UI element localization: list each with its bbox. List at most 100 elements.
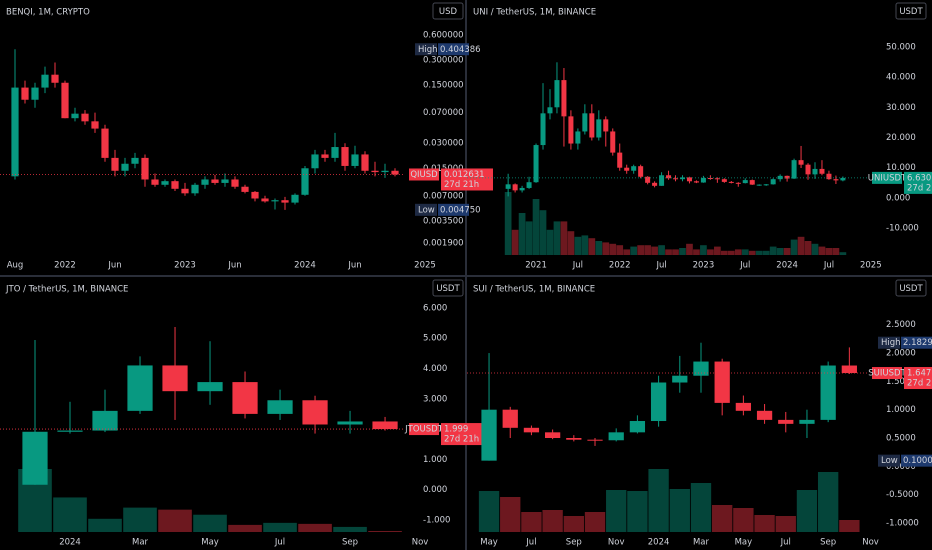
extreme-text: Low: [881, 456, 898, 466]
extreme-price-label: 0.404386: [440, 45, 481, 55]
candle-body: [673, 178, 679, 180]
volume-bar: [584, 512, 606, 532]
volume-bar: [123, 507, 157, 532]
x-tick-label: Nov: [862, 538, 879, 548]
volume-bar: [298, 523, 332, 532]
candle-body: [735, 402, 752, 411]
y-tick-label: 50.000: [886, 42, 916, 52]
volume-bar: [712, 505, 733, 532]
currency-label[interactable]: USD: [439, 7, 458, 17]
candle-body: [645, 176, 651, 183]
volume-bar: [818, 246, 826, 255]
candle-body: [71, 113, 79, 119]
x-tick-label: Nov: [412, 538, 429, 548]
candle-body: [707, 177, 713, 179]
currency-button[interactable]: [432, 279, 464, 297]
last-price-tag: [441, 423, 493, 446]
y-tick-label: 1.0000: [886, 405, 916, 415]
candle-body: [61, 82, 69, 119]
volume-bar: [368, 530, 402, 532]
candle-body: [191, 184, 199, 194]
candle-body: [301, 168, 309, 195]
candle-body: [791, 160, 797, 179]
candle-body: [778, 419, 794, 424]
candle-body: [131, 157, 139, 164]
x-tick-label: Jun: [227, 261, 241, 271]
candle-body: [693, 361, 709, 376]
currency-label[interactable]: USDT: [436, 284, 460, 294]
y-tick-label: 4.000: [423, 364, 447, 374]
x-tick-label: Aug: [7, 261, 24, 271]
extreme-text: Low: [418, 205, 435, 215]
x-tick-label: 2025: [414, 261, 436, 271]
volume-bar: [679, 248, 686, 255]
candle-body: [261, 198, 269, 202]
volume-bar: [595, 241, 603, 255]
candle-body: [603, 119, 609, 132]
y-tick-label: 0.003500: [423, 216, 464, 226]
candle-body: [331, 147, 339, 158]
volume-bar: [228, 524, 262, 532]
y-tick-label: 2.0000: [886, 349, 916, 359]
currency-button[interactable]: [895, 2, 927, 20]
candle-body: [141, 157, 149, 180]
candle-body: [341, 147, 349, 166]
chart-pane: JTO / TetherUS, 1M, BINANCE USDT 6.000 5.00…: [0, 279, 493, 548]
volume-bar: [775, 516, 796, 532]
volume-bar: [690, 483, 712, 532]
volume-bar: [616, 245, 624, 255]
y-tick-label: 0.007000: [423, 191, 464, 201]
countdown-label: 27d 21h: [907, 379, 932, 389]
x-tick-label: Jul: [525, 538, 536, 548]
candle-body: [91, 121, 99, 129]
y-tick-label: 0.000: [886, 193, 910, 203]
last-price-label: 6.630: [907, 173, 931, 183]
y-tick-label: 3.000: [423, 394, 447, 404]
candle-body: [201, 179, 209, 185]
candle-body: [337, 421, 363, 425]
y-tick-label: 0.000: [423, 485, 447, 495]
x-tick-label: Mar: [693, 538, 710, 548]
candle-body: [351, 154, 359, 166]
y-tick-label: 10.000: [886, 163, 916, 173]
y-tick-label: 1.000: [423, 455, 447, 465]
candle-body: [281, 200, 289, 203]
currency-label[interactable]: USDT: [899, 7, 923, 17]
volume-bar: [700, 245, 707, 255]
volume-bar: [825, 248, 833, 255]
candle-body: [181, 188, 189, 194]
candle-body: [587, 439, 603, 441]
volume-bar: [727, 250, 735, 255]
volume-bar: [563, 516, 584, 532]
currency-button[interactable]: [895, 279, 927, 297]
x-tick-label: Sep: [342, 538, 358, 548]
candle-body: [547, 107, 553, 114]
volume-bar: [714, 246, 721, 255]
extreme-tag: [878, 454, 900, 467]
extreme-price-label: 2.1829: [903, 338, 932, 348]
candle-body: [624, 167, 630, 171]
y-tick-label: -1.0000: [886, 518, 919, 528]
candle-body: [381, 170, 389, 173]
candle-body: [714, 178, 720, 180]
currency-label[interactable]: USDT: [899, 284, 923, 294]
currency-button[interactable]: [432, 2, 464, 20]
y-tick-label: 0.001900: [423, 238, 464, 248]
x-tick-label: Jul: [780, 538, 791, 548]
candle-body: [41, 74, 49, 88]
last-price-tag: [904, 367, 932, 390]
extreme-price-label: 0.1000: [903, 456, 932, 466]
candle-body: [568, 116, 574, 144]
volume-bar: [623, 249, 631, 255]
volume-bar: [658, 245, 665, 255]
chart-title: UNI / TetherUS, 1M, BINANCE: [473, 8, 596, 18]
x-tick-label: Jul: [572, 261, 583, 271]
y-tick-label: -1.000: [423, 515, 450, 525]
x-tick-label: Mar: [132, 538, 149, 548]
candle-body: [631, 166, 637, 171]
volume-bar: [504, 192, 512, 255]
volume-bar: [817, 472, 839, 532]
volume-bar: [193, 514, 227, 532]
volume-bar: [553, 221, 561, 255]
candle-body: [777, 175, 783, 180]
